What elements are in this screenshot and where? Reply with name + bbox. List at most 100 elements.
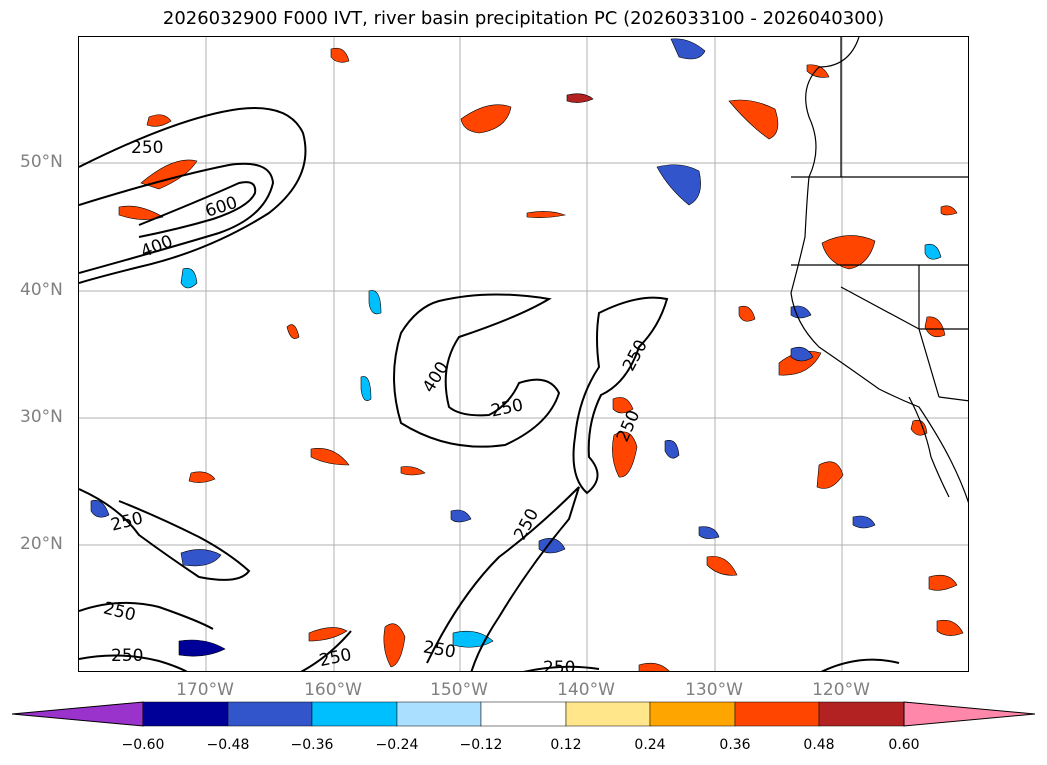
precip-patch (146, 114, 172, 127)
colorbar-bin (142, 701, 229, 727)
lon-label-170w: 170°W (176, 680, 234, 700)
lat-label-30n: 30°N (20, 407, 63, 427)
precip-patch (400, 466, 426, 476)
colorbar-tick: 0.24 (634, 737, 666, 753)
precip-patch (816, 461, 844, 489)
precip-patch (330, 47, 350, 63)
precip-patch (450, 509, 472, 523)
lon-label-130w: 130°W (685, 680, 743, 700)
precip-patch (670, 38, 706, 60)
colorbar-bin (480, 701, 567, 727)
precip-patch (180, 549, 222, 567)
ivt-contour (79, 488, 251, 581)
contour-label: 250 (613, 407, 644, 445)
colorbar-tick: 0.48 (803, 737, 835, 753)
precip-patch (924, 316, 946, 338)
precip-patch (612, 397, 634, 414)
colorbar-extend-min (11, 701, 144, 727)
colorbar-bin (565, 701, 651, 727)
precip-patch (638, 662, 670, 671)
ivt-contour (138, 181, 257, 238)
precip-patch (612, 431, 638, 478)
precip-patch (728, 99, 779, 140)
gridlines (79, 37, 968, 671)
lat-label-20n: 20°N (20, 534, 63, 554)
lon-label-140w: 140°W (557, 680, 615, 700)
precip-patch (526, 211, 567, 218)
precip-patch (940, 205, 958, 216)
lon-label-120w: 120°W (812, 680, 870, 700)
coastline-path (908, 396, 950, 498)
precip-patch (310, 448, 350, 466)
precip-patch (286, 324, 300, 339)
ivt-contour (426, 486, 580, 671)
precip-patch (118, 205, 164, 220)
coastline (790, 37, 968, 503)
precip-patch (706, 556, 738, 576)
contour-label: 250 (111, 646, 143, 666)
precip-patch (460, 104, 512, 134)
contour-label: 250 (543, 658, 575, 672)
ivt-contour (523, 665, 600, 671)
ivt-contour (79, 654, 188, 671)
precip-patch (790, 346, 814, 362)
precip-patch (656, 164, 701, 206)
precip-patch (821, 235, 876, 270)
precip-patch (188, 471, 216, 483)
lon-label-160w: 160°W (304, 680, 362, 700)
precip-patch (790, 305, 812, 319)
ivt-contour (393, 293, 561, 448)
colorbar-tick: −0.48 (206, 737, 250, 753)
precip-patch (360, 376, 372, 401)
precip-patch (383, 623, 406, 668)
precip-patch (452, 630, 494, 648)
colorbar-tick: 0.60 (888, 737, 920, 753)
colorbar-tick: −0.24 (375, 737, 419, 753)
colorbar-tick: 0.36 (719, 737, 751, 753)
precip-patch (178, 639, 226, 657)
precip-patch (738, 305, 756, 322)
precip-patch (924, 243, 942, 260)
map-canvas: 250 600 400 400 250 250 250 250 250 250 … (79, 37, 968, 672)
precip-patch (698, 526, 720, 539)
coastline-path (790, 37, 968, 503)
precip-patch (368, 290, 382, 315)
colorbar-extend-max (903, 701, 1036, 727)
ivt-contour (572, 296, 669, 495)
precip-patch (308, 627, 348, 642)
contour-label: 250 (317, 645, 353, 671)
colorbar-bin (311, 701, 398, 727)
precip-patch (928, 574, 958, 591)
lon-label-150w: 150°W (430, 680, 488, 700)
ivt-contour (300, 630, 352, 671)
contour-label: 250 (619, 337, 652, 375)
colorbar-bin (734, 701, 820, 727)
lat-label-40n: 40°N (20, 280, 63, 300)
colorbar-bin (818, 701, 905, 727)
map-panel: 250 600 400 400 250 250 250 250 250 250 … (78, 36, 969, 672)
precip-patch (180, 268, 198, 289)
colorbar-tick: 0.12 (550, 737, 582, 753)
contour-label: 250 (131, 138, 163, 158)
colorbar (11, 701, 1036, 727)
ivt-contour (79, 107, 307, 284)
map-title: 2026032900 F000 IVT, river basin precipi… (162, 8, 885, 29)
contour-label: 250 (422, 637, 457, 662)
colorbar-bin (396, 701, 482, 727)
precip-patch (90, 500, 110, 518)
precip-positive-patches (118, 47, 964, 671)
colorbar-bin (649, 701, 736, 727)
ivt-contour (79, 162, 275, 274)
precip-patch (664, 440, 680, 459)
colorbar-tick: −0.12 (459, 737, 503, 753)
ivt-contours (79, 107, 900, 671)
precip-patch (852, 515, 876, 529)
ivt-contour (820, 658, 900, 671)
state-border (840, 286, 940, 398)
ivt-contour (79, 601, 214, 630)
precip-patch (566, 93, 594, 103)
lat-label-50n: 50°N (20, 152, 63, 172)
contour-label: 250 (109, 508, 145, 535)
colorbar-bin (227, 701, 313, 727)
colorbar-tick: −0.60 (121, 737, 165, 753)
